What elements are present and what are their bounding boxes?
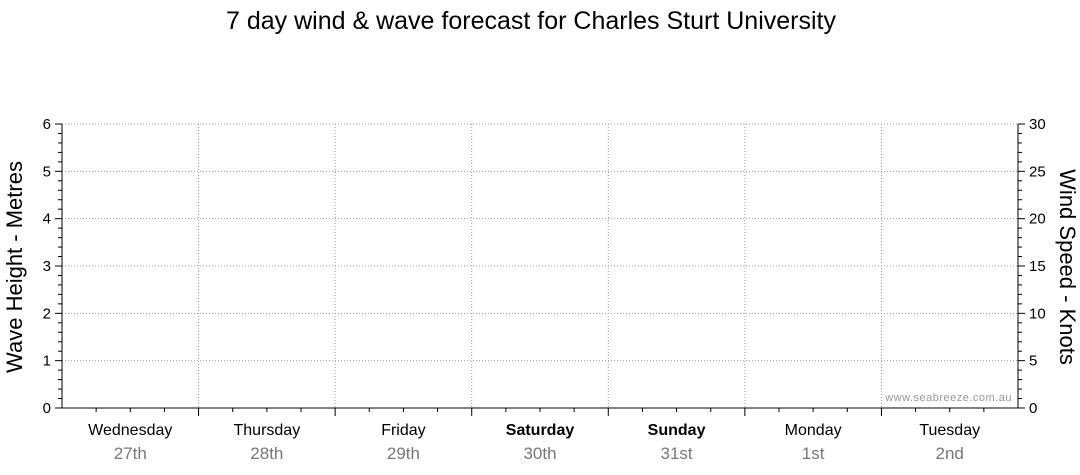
day-name-label: Friday (381, 422, 425, 439)
day-date-label: 2nd (936, 444, 964, 463)
right-axis-ticks: 0 5 10 15 20 25 30 (1018, 116, 1046, 417)
left-tick-label: 6 (43, 116, 51, 133)
chart-title: 7 day wind & wave forecast for Charles S… (226, 7, 836, 35)
watermark-text: www.seabreeze.com.au (884, 392, 1012, 404)
right-axis-title: Wind Speed - Knots (1055, 169, 1080, 365)
day-name-label: Monday (785, 422, 842, 439)
right-tick-label: 10 (1029, 305, 1046, 322)
day-name-label: Tuesday (919, 422, 980, 439)
right-tick-label: 5 (1029, 353, 1037, 370)
day-labels: Wednesday 27th Thursday 28th Friday 29th Satur… (88, 422, 980, 463)
left-axis-ticks: 0 1 2 3 4 5 6 (43, 116, 62, 417)
day-date-label: 29th (387, 444, 420, 463)
right-tick-label: 25 (1029, 163, 1046, 180)
day-date-label: 31st (661, 444, 693, 463)
left-tick-label: 5 (43, 163, 51, 180)
day-date-label: 28th (250, 444, 283, 463)
chart-axes (61, 124, 1019, 416)
right-tick-label: 30 (1029, 116, 1046, 133)
left-tick-label: 3 (43, 258, 51, 275)
right-tick-label: 15 (1029, 258, 1046, 275)
left-tick-label: 0 (43, 400, 51, 417)
left-axis-title: Wave Height - Metres (2, 161, 27, 373)
day-date-label: 27th (114, 444, 147, 463)
left-tick-label: 4 (43, 211, 51, 228)
right-tick-label: 20 (1029, 211, 1046, 228)
day-name-label: Saturday (506, 422, 575, 439)
right-tick-label: 0 (1029, 400, 1037, 417)
grid-lines (62, 123, 1018, 408)
day-name-label: Sunday (648, 422, 706, 439)
day-name-label: Wednesday (88, 422, 172, 439)
day-date-label: 30th (523, 444, 556, 463)
left-tick-label: 1 (43, 353, 51, 370)
day-date-label: 1st (802, 444, 825, 463)
left-tick-label: 2 (43, 305, 51, 322)
day-name-label: Thursday (234, 422, 301, 439)
